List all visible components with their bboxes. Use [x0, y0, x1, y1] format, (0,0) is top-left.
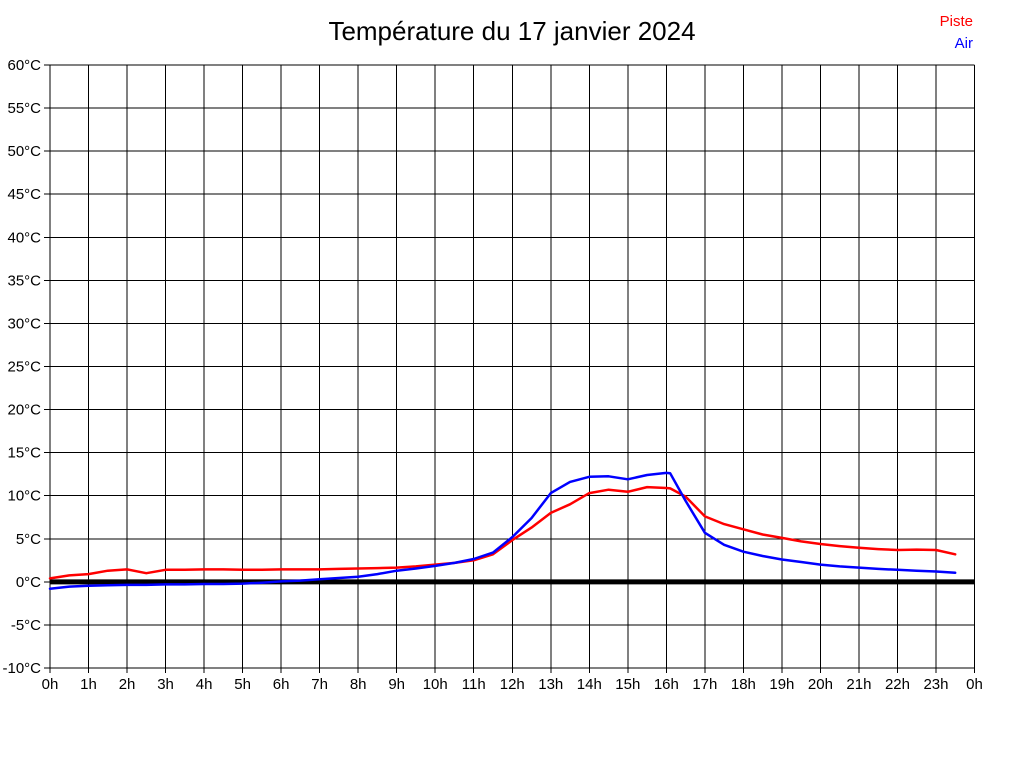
x-axis-label: 12h: [500, 676, 525, 693]
x-axis-label: 14h: [577, 676, 602, 693]
x-axis-label: 9h: [388, 676, 405, 693]
y-axis-label: -5°C: [11, 617, 41, 634]
y-axis-label: 50°C: [7, 143, 41, 160]
y-axis-label: 35°C: [7, 272, 41, 289]
x-axis-label: 23h: [923, 676, 948, 693]
chart-title: Température du 17 janvier 2024: [328, 16, 696, 46]
y-axis-label: 30°C: [7, 315, 41, 332]
x-axis-label: 16h: [654, 676, 679, 693]
y-axis-label: 25°C: [7, 359, 41, 376]
legend-item-piste: Piste: [939, 13, 973, 30]
x-axis-label: 0h: [966, 676, 983, 693]
axis-labels: -10°C -5°C 0°C 5°C 10°C 15°C 20°C 25°C 30°C 35°C 4…: [2, 57, 982, 693]
x-axis-label: 8h: [350, 676, 367, 693]
x-axis-label: 17h: [692, 676, 717, 693]
x-axis-label: 11h: [462, 676, 486, 693]
x-axis-label: 15h: [615, 676, 640, 693]
y-axis-label: 45°C: [7, 186, 41, 203]
air-temperature-line: [48, 471, 957, 590]
chart-grid: [49, 64, 975, 669]
x-axis-label: 3h: [157, 676, 174, 693]
x-axis-label: 18h: [731, 676, 756, 693]
y-axis-label: 10°C: [7, 488, 41, 505]
x-axis-label: 5h: [234, 676, 251, 693]
x-axis-label: 13h: [538, 676, 563, 693]
y-axis-label: 15°C: [7, 445, 41, 462]
x-axis-label: 6h: [273, 676, 290, 693]
x-axis-label: 0h: [42, 676, 59, 693]
y-axis-label: 0°C: [16, 574, 41, 591]
y-axis-label: -10°C: [2, 660, 41, 677]
y-axis-label: 60°C: [7, 57, 41, 74]
x-axis-label: 19h: [769, 676, 794, 693]
x-axis-label: 2h: [119, 676, 136, 693]
x-axis-label: 21h: [846, 676, 871, 693]
x-axis-label: 10h: [423, 676, 448, 693]
legend-item-air: Air: [954, 35, 973, 52]
y-axis-label: 20°C: [7, 402, 41, 419]
piste-temperature-line: [48, 485, 957, 580]
x-axis-label: 1h: [80, 676, 97, 693]
axis-ticks: [44, 64, 975, 673]
x-axis-label: 22h: [885, 676, 910, 693]
x-axis-label: 20h: [808, 676, 833, 693]
y-axis-label: 5°C: [16, 531, 41, 548]
x-axis-label: 4h: [196, 676, 213, 693]
y-axis-label: 40°C: [7, 229, 41, 246]
chart-legend: Piste Air: [940, 11, 973, 55]
x-axis-label: 7h: [311, 676, 328, 693]
y-axis-label: 55°C: [7, 100, 41, 117]
